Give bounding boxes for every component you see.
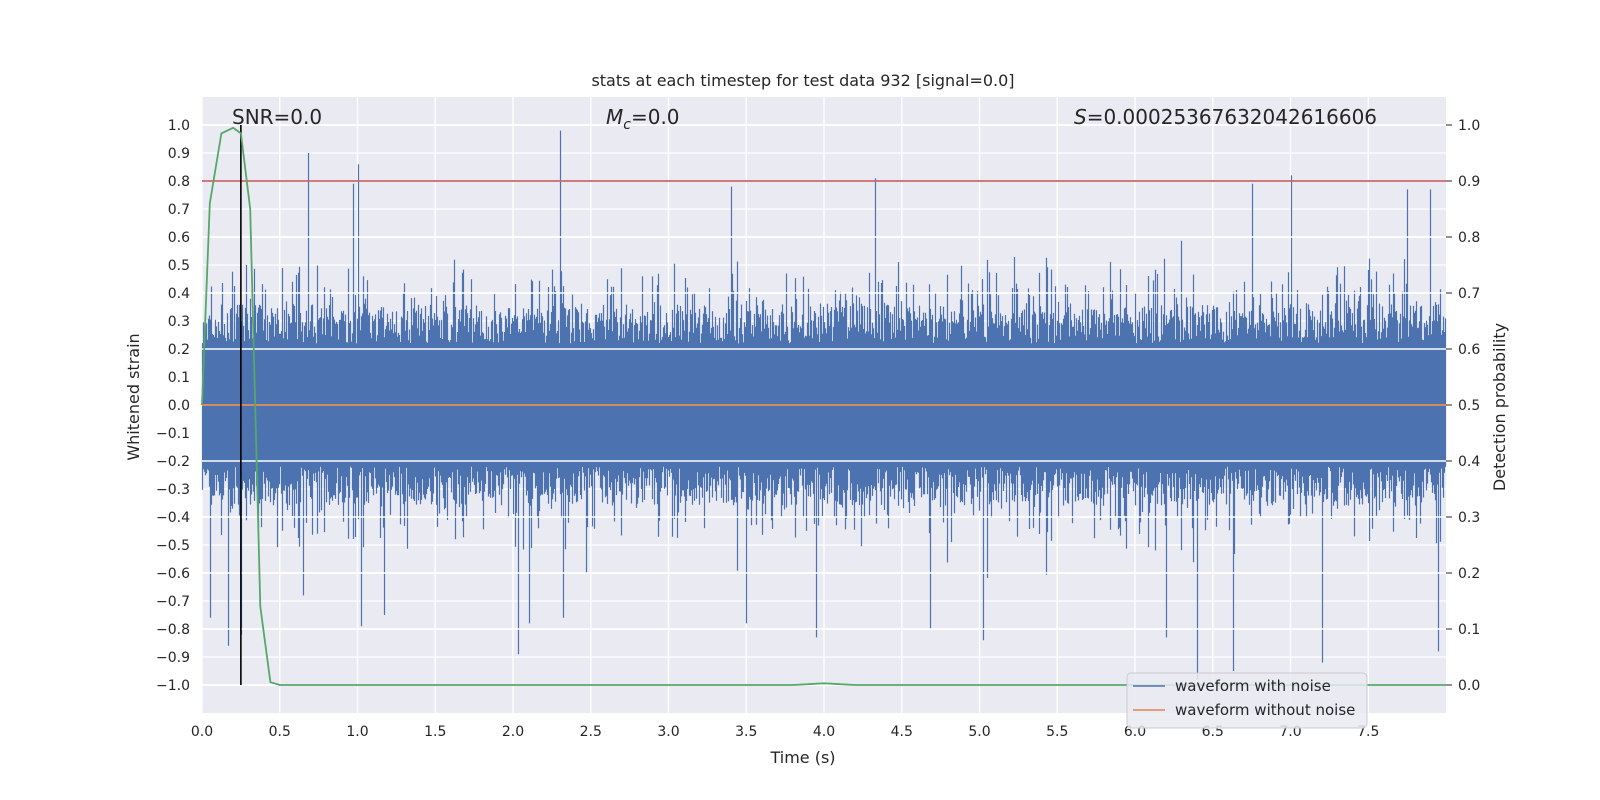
x-tick-label: 1.0	[346, 724, 368, 740]
y2-tick-label: 0.4	[1458, 454, 1480, 470]
y-tick-label: 1.0	[168, 118, 190, 134]
y-tick-label: 0.5	[168, 258, 190, 274]
y-tick-label: 0.8	[168, 174, 190, 190]
y-tick-label: 0.7	[168, 202, 190, 218]
x-axis-label: Time (s)	[769, 748, 835, 767]
y2-tick-label: 0.3	[1458, 510, 1480, 526]
score-value: =0.00025367632042616606	[1087, 105, 1377, 129]
x-tick-label: 1.5	[424, 724, 446, 740]
y2-tick-label: 0.6	[1458, 342, 1480, 358]
y-tick-label: 0.6	[168, 230, 190, 246]
y-tick-label: 0.1	[168, 370, 190, 386]
y-tick-label: 0.9	[168, 146, 190, 162]
x-tick-label: 3.0	[657, 724, 679, 740]
x-tick-label: 2.5	[580, 724, 602, 740]
y2-tick-label: 1.0	[1458, 118, 1480, 134]
y2-tick-label: 0.0	[1458, 678, 1480, 694]
y-tick-label: −0.8	[156, 622, 190, 638]
legend-label-waveform-without-noise: waveform without noise	[1175, 701, 1355, 719]
y-tick-label: 0.0	[168, 398, 190, 414]
y-tick-label: −0.4	[156, 510, 190, 526]
legend-box	[1126, 672, 1368, 729]
y2-axis-ticks: 1.0 0.9 0.8 0.7 0.6 0.5 0.4 0.3 0.2 0.1 0.0	[1446, 118, 1480, 694]
y2-tick-label: 0.7	[1458, 286, 1480, 302]
x-axis-ticks: 0.0 0.5 1.0 1.5 2.0 2.5 3.0 3.5 4.0 4.5 5.0 5.5 6.0 6…	[191, 724, 1380, 740]
chirp-mass-value: =0.0	[631, 105, 680, 129]
y-tick-label: −0.9	[156, 650, 190, 666]
y2-tick-label: 0.5	[1458, 398, 1480, 414]
y2-tick-label: 0.1	[1458, 622, 1480, 638]
chirp-mass-annotation: Mc=0.0	[606, 105, 680, 133]
score-annotation: S=0.00025367632042616606	[1074, 105, 1377, 129]
y-tick-label: 0.3	[168, 314, 190, 330]
score-symbol: S	[1074, 105, 1087, 129]
chirp-mass-symbol: M	[606, 105, 623, 129]
y-axis-label: Whitened strain	[124, 333, 143, 460]
y-tick-label: 0.4	[168, 286, 190, 302]
y-axis-ticks: 1.0 0.9 0.8 0.7 0.6 0.5 0.4 0.3 0.2 0.1 0.0 −0.1 −0.…	[156, 118, 190, 694]
x-tick-label: 3.5	[735, 724, 757, 740]
x-tick-label: 4.5	[891, 724, 913, 740]
x-tick-label: 0.5	[269, 724, 291, 740]
y-tick-label: 0.2	[168, 342, 190, 358]
y-tick-label: −1.0	[156, 678, 190, 694]
y-tick-label: −0.1	[156, 426, 190, 442]
y-tick-label: −0.3	[156, 482, 190, 498]
y-tick-label: −0.6	[156, 566, 190, 582]
x-tick-label: 5.5	[1046, 724, 1068, 740]
legend: waveform with noise waveform without noi…	[1126, 672, 1368, 729]
legend-label-waveform-with-noise: waveform with noise	[1175, 677, 1331, 695]
snr-annotation: SNR=0.0	[232, 105, 322, 129]
series-detection-probability	[201, 126, 1446, 686]
x-tick-label: 2.0	[502, 724, 524, 740]
x-tick-label: 4.0	[813, 724, 835, 740]
chart-title: stats at each timestep for test data 932…	[591, 71, 1014, 90]
y2-tick-label: 0.2	[1458, 566, 1480, 582]
y2-tick-label: 0.9	[1458, 174, 1480, 190]
x-tick-label: 0.0	[191, 724, 213, 740]
y-tick-label: −0.7	[156, 594, 190, 610]
y2-tick-label: 0.8	[1458, 230, 1480, 246]
chirp-mass-subscript: c	[623, 117, 631, 133]
y-tick-label: −0.5	[156, 538, 190, 554]
y-tick-label: −0.2	[156, 454, 190, 470]
y2-axis-label: Detection probability	[1490, 323, 1509, 491]
x-tick-label: 5.0	[968, 724, 990, 740]
